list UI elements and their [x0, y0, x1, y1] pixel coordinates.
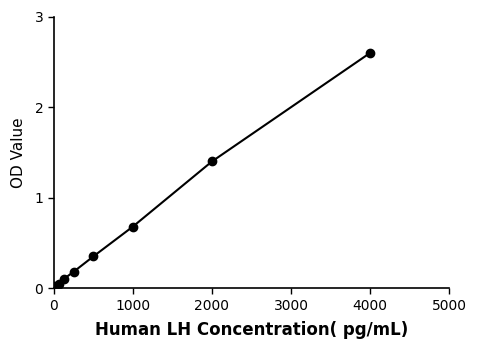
X-axis label: Human LH Concentration( pg/mL): Human LH Concentration( pg/mL)	[95, 321, 408, 339]
Y-axis label: OD Value: OD Value	[11, 117, 26, 188]
